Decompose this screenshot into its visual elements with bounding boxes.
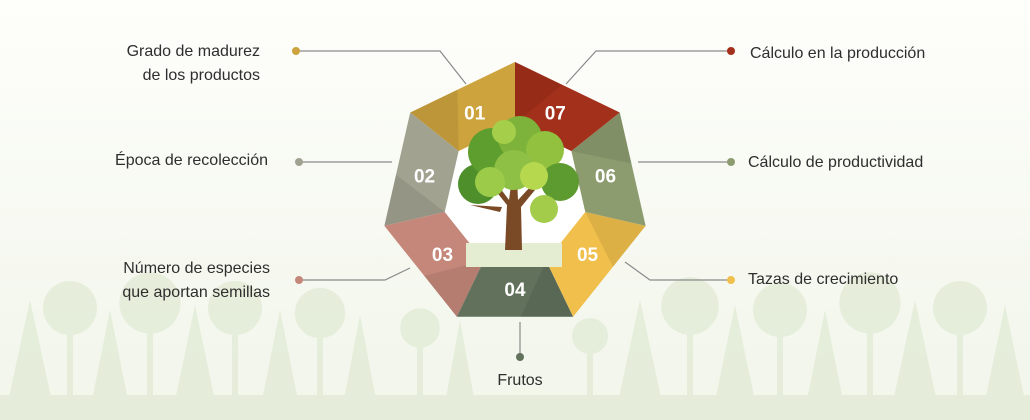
label-line: Cálculo en la producción <box>750 45 926 62</box>
label-segment-02: Época de recolección <box>115 149 268 173</box>
segment-06 <box>571 112 646 226</box>
segment-02 <box>384 112 459 226</box>
dot-marker-icon <box>295 158 303 166</box>
segment-03 <box>384 212 484 317</box>
segment-05 <box>546 212 646 317</box>
segment-07 <box>515 62 620 152</box>
segment-number-01: 01 <box>464 103 486 124</box>
label-line: de los productos <box>142 67 260 84</box>
dot-marker-icon <box>516 353 524 361</box>
dot-marker-icon <box>292 47 300 55</box>
segment-number-06: 06 <box>595 166 616 187</box>
label-segment-07: Cálculo en la producción <box>750 42 925 66</box>
label-line: Tazas de crecimiento <box>748 271 899 288</box>
label-line: Época de recolección <box>115 152 268 169</box>
label-line: Frutos <box>497 372 543 389</box>
label-line: Grado de madurez <box>126 43 260 60</box>
label-segment-06: Cálculo de productividad <box>748 151 923 175</box>
segment-number-03: 03 <box>432 245 453 266</box>
label-segment-04: Frutos <box>470 369 570 393</box>
tree-icon <box>458 116 579 267</box>
segment-04 <box>456 260 574 317</box>
segment-numbers: 01 02 03 04 05 06 07 <box>414 103 616 300</box>
label-line: que aportan semillas <box>122 284 270 301</box>
label-segment-05: Tazas de crecimiento <box>748 268 898 292</box>
label-segment-03: Número de especies que aportan semillas <box>122 257 270 305</box>
dot-marker-icon <box>295 276 303 284</box>
segment-number-07: 07 <box>545 103 566 124</box>
connector-lines <box>292 47 735 361</box>
label-line: Cálculo de productividad <box>748 154 924 171</box>
dot-marker-icon <box>727 158 735 166</box>
dot-marker-icon <box>727 47 735 55</box>
segment-number-04: 04 <box>504 280 526 301</box>
label-line: Número de especies <box>123 260 270 277</box>
segment-number-05: 05 <box>577 245 599 266</box>
label-segment-01: Grado de madurez de los productos <box>127 40 260 88</box>
segment-number-02: 02 <box>414 166 435 187</box>
dot-marker-icon <box>727 276 735 284</box>
